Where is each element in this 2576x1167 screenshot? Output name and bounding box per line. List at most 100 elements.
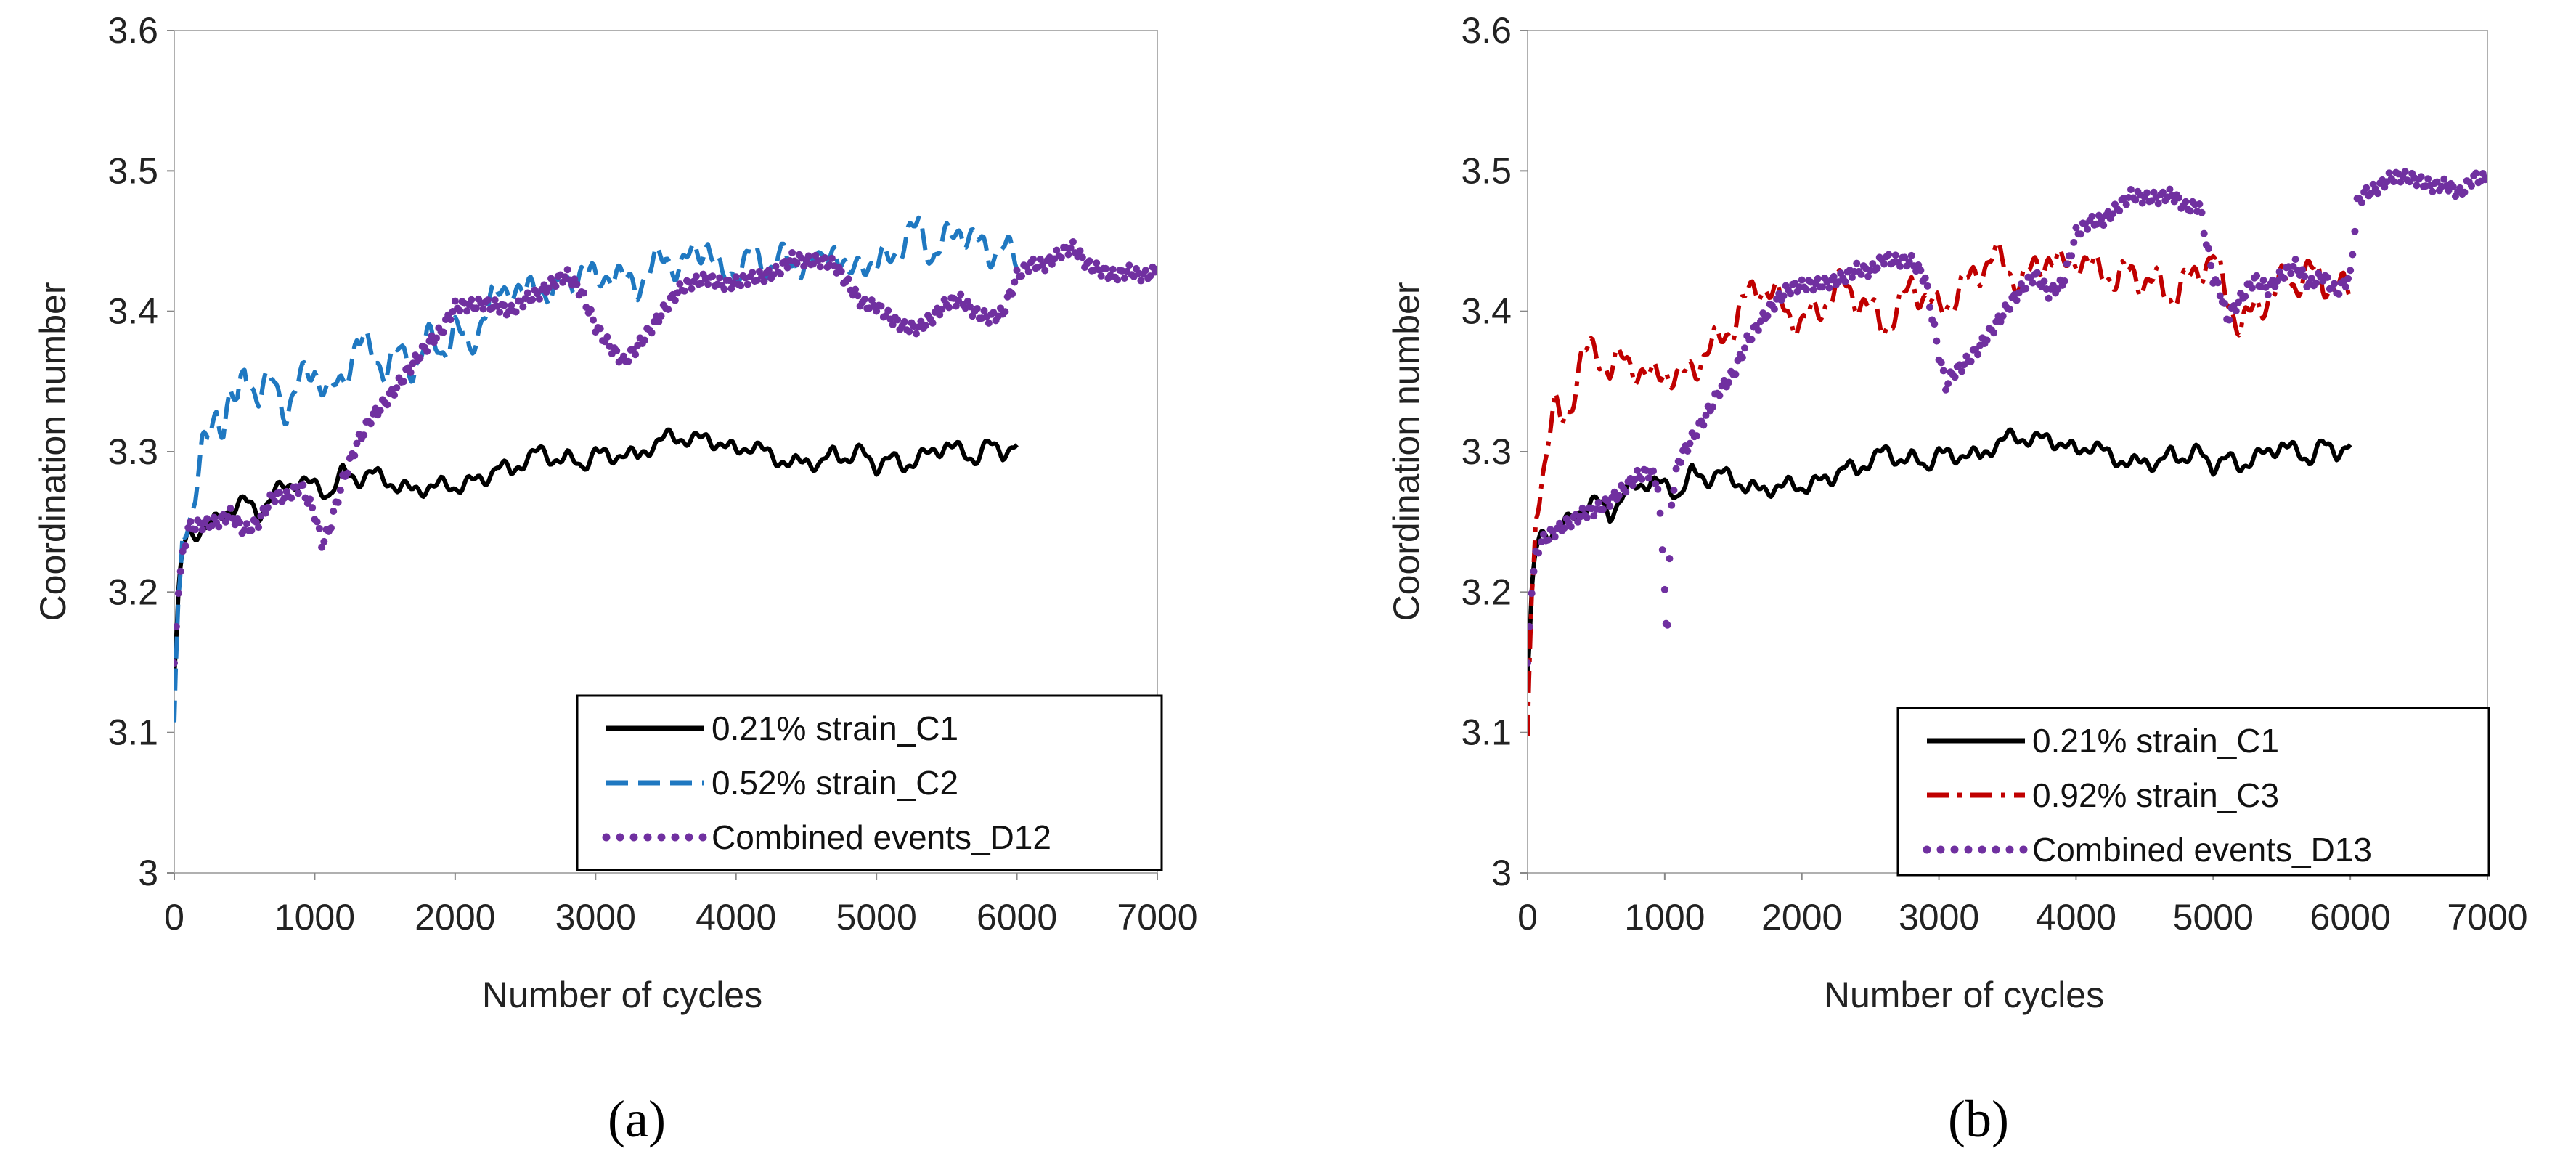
series-point [271,497,279,505]
series-point [1716,391,1724,399]
series-point [936,311,944,319]
x-tick-label: 3000 [555,897,636,938]
series-point [1942,386,1950,394]
series-point [954,296,962,304]
series-point [309,504,317,512]
series-point [1708,403,1716,411]
series-point [2341,283,2349,291]
series-point [2367,190,2375,198]
series-point [2280,275,2288,282]
legend-swatch-dot [643,833,652,842]
series-point [2127,185,2135,193]
series-point [343,469,351,477]
series-point [1997,318,2005,326]
series-point [2063,260,2071,268]
series-point [2068,252,2076,260]
series-0 [174,427,1019,677]
series-point [1097,272,1105,280]
series-point [1974,351,1982,359]
series-point [697,280,705,288]
x-tick-label: 0 [164,897,184,938]
chart-a-svg: 3 3.1 3.2 3.3 3.4 3.5 3.6 0 1000 2000 3000 4000 5000… [33,10,1198,1148]
series-point [2299,266,2307,274]
series-point [1125,261,1133,269]
y-tick-label: 3.4 [107,291,158,332]
series-point [1024,267,1032,275]
series-point [1754,326,1762,334]
series-point [1819,283,1827,291]
series-point [1925,304,1933,312]
series-point [2440,175,2448,183]
series-point [709,272,717,280]
series-point [1702,411,1710,419]
series-point [938,305,946,313]
series-point [749,269,757,277]
series-point [519,303,527,311]
series-point [2033,269,2041,277]
series-point [433,334,441,342]
series-point [1803,285,1811,293]
series-point [393,384,401,392]
series-line [1528,240,2352,736]
series-point [2424,175,2432,183]
series-point [1663,621,1671,629]
series-point [973,304,981,312]
series-point [1825,284,1833,292]
series-point [1606,503,1614,511]
series-point [828,254,836,262]
series-point [496,308,504,316]
series-point [2100,221,2108,229]
series-point [2351,227,2359,235]
series-point [2092,220,2100,228]
series-point [1990,329,1998,337]
chart-panel-b: 3 3.1 3.2 3.3 3.4 3.5 3.6 0 1000 2000 3000 4000 5000… [1288,0,2576,1167]
legend-swatch-dot [657,833,666,842]
series-point [2138,199,2146,207]
legend-swatch-dot [1978,845,1986,854]
panel-label: (b) [1948,1090,2009,1148]
series-point [2344,275,2352,282]
series-point [535,295,543,303]
series-point [1656,509,1664,517]
series-point [529,296,537,304]
panel-label: (a) [608,1090,666,1148]
series-point [1958,367,1966,375]
series-point [376,407,384,415]
series-point [176,567,184,575]
series-point [2472,169,2480,177]
series-point [248,526,256,534]
series-line [174,427,1019,677]
series-point [788,248,796,256]
y-tick-label: 3.6 [107,10,158,51]
x-tick-label: 5000 [2173,897,2254,938]
series-point [2232,307,2240,315]
series-point [1540,530,1548,538]
series-point [884,306,892,314]
series-1 [1528,240,2352,736]
series-point [1594,499,1602,507]
series-point [2166,185,2174,193]
series-point [479,305,487,313]
series-point [1622,488,1630,496]
series-point [1923,282,1931,290]
series-point [1962,352,1970,360]
series-point [804,252,812,260]
series-point [399,378,407,386]
x-tick-label: 2000 [415,897,495,938]
series-point [737,282,745,290]
series-point [821,253,829,261]
series-point [1885,251,1893,259]
series-point [198,526,206,534]
series-point [1650,467,1658,475]
series-point [215,523,223,531]
x-axis-title: Number of cycles [482,975,762,1015]
x-tick-label: 7000 [1117,897,1197,938]
series-point [360,431,368,439]
series-point [603,333,611,341]
series-point [179,548,187,556]
series-point [655,318,663,326]
series-point [912,330,920,338]
series-point [1137,277,1145,285]
series-point [500,301,508,309]
series-point [837,267,845,275]
